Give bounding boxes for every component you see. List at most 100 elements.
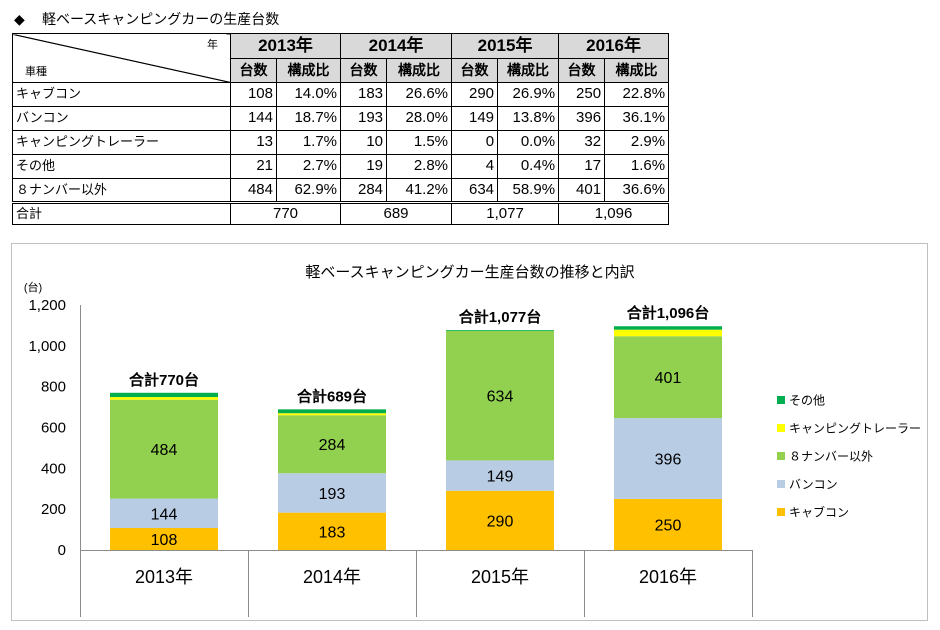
legend-label: キャンピングトレーラー	[789, 422, 921, 436]
table-heading-text: 軽ベースキャンピングカーの生産台数	[42, 11, 280, 27]
bar-segment-other	[278, 409, 386, 414]
share-2016: 36.6%	[604, 178, 670, 203]
bar-segment-other	[614, 326, 722, 330]
chart-layer: 軽ベースキャンピングカー生産台数の推移と内訳 (台) 0 200 400 600 800…	[11, 243, 928, 621]
units-2016: 17	[558, 154, 606, 179]
units-2013: 108	[230, 82, 277, 107]
share-2013: 1.7%	[275, 130, 342, 155]
corner-header-content: 年 車種	[14, 35, 230, 82]
sub-header-row: 台数 構成比 台数 構成比 台数 構成比 台数 構成比	[13, 58, 670, 83]
share-2015: 0.0%	[497, 130, 560, 155]
share-2016: 2.9%	[604, 130, 670, 155]
units-2016: 396	[558, 106, 606, 131]
y-tick-label: 400	[41, 460, 66, 477]
bar-segment-vancon	[614, 418, 722, 499]
legend-item-cabcon: キャブコン	[777, 505, 849, 520]
sub-header-share-2015: 構成比	[497, 58, 560, 83]
data-label-cabcon: 290	[487, 513, 514, 530]
share-2015: 0.4%	[497, 154, 560, 179]
legend-label: キャブコン	[789, 505, 849, 520]
data-label-non-8-number: 401	[655, 370, 682, 387]
bar-segment-non-8-number	[278, 415, 386, 474]
data-label-cabcon: 183	[319, 524, 346, 541]
data-label-non-8-number: 484	[151, 442, 178, 459]
category-label: 2014年	[303, 567, 361, 587]
category-label: 2013年	[135, 567, 193, 587]
axis-layer: 0 200 400 600 800 1,000 1,200	[28, 297, 753, 617]
legend-swatch-icon	[777, 508, 785, 516]
share-2015: 26.9%	[497, 82, 560, 107]
stacked-bar-chart: 軽ベースキャンピングカー生産台数の推移と内訳 (台) 0 200 400 600 800…	[11, 243, 928, 621]
bar-segment-non-8-number	[110, 399, 218, 499]
units-2015: 149	[451, 106, 499, 131]
total-label: 合計770台	[128, 371, 199, 389]
units-2014: 193	[340, 106, 388, 131]
bar-segment-camping-trailer	[278, 413, 386, 416]
total-label: 合計689台	[296, 387, 367, 405]
units-2014: 10	[340, 130, 388, 155]
legend-item-vancon: バンコン	[777, 478, 838, 492]
category-label: 2015年	[471, 567, 529, 587]
share-2016: 36.1%	[604, 106, 670, 131]
y-tick-label: 200	[41, 501, 66, 518]
units-2016: 250	[558, 82, 606, 107]
sub-header-share-2013: 構成比	[275, 58, 342, 83]
units-2015: 634	[451, 178, 499, 203]
share-2013: 2.7%	[275, 154, 342, 179]
share-2014: 41.2%	[386, 178, 453, 203]
y-tick-label: 800	[41, 379, 66, 396]
share-2014: 26.6%	[386, 82, 453, 107]
share-2014: 28.0%	[386, 106, 453, 131]
table-heading: ◆ 軽ベースキャンピングカーの生産台数	[14, 10, 279, 28]
row-label: ８ナンバー以外	[12, 178, 231, 203]
total-2016: 1,096	[558, 201, 670, 225]
share-2015: 58.9%	[497, 178, 560, 203]
data-label-cabcon: 250	[655, 517, 682, 534]
total-label: 合計1,077台	[458, 308, 542, 326]
table-row-other: その他 21 2.7% 19 2.8% 4 0.4% 17 1.6%	[12, 154, 670, 179]
bar-segment-cabcon	[110, 527, 218, 550]
row-label: バンコン	[12, 106, 231, 131]
sub-header-units-2015: 台数	[451, 58, 499, 83]
bar-segment-cabcon	[614, 498, 722, 550]
legend-label: バンコン	[789, 478, 838, 492]
legend-swatch-icon	[777, 424, 785, 432]
year-header-2013: 2013年	[229, 33, 342, 59]
row-label: キャブコン	[12, 82, 231, 107]
share-2014: 2.8%	[386, 154, 453, 179]
bar-segment-vancon	[278, 473, 386, 513]
units-2013: 484	[230, 178, 277, 203]
legend-swatch-icon	[777, 480, 785, 488]
data-label-vancon: 193	[319, 486, 346, 503]
units-2015: 290	[451, 82, 499, 107]
bar-segment-vancon	[446, 460, 554, 491]
year-header-2016: 2016年	[558, 33, 670, 59]
chart-title: 軽ベースキャンピングカー生産台数の推移と内訳	[305, 264, 634, 281]
production-table: 年 車種 2013年 2014年 2015年 2016年 台数 構成比 台数 構…	[12, 33, 670, 225]
sub-header-units-2016: 台数	[558, 58, 606, 83]
total-2013: 770	[229, 201, 342, 225]
total-2015: 1,077	[451, 201, 560, 225]
data-label-non-8-number: 284	[319, 437, 346, 454]
units-2015: 0	[451, 130, 499, 155]
share-2013: 18.7%	[275, 106, 342, 131]
units-2014: 183	[340, 82, 388, 107]
total-label: 合計1,096台	[626, 304, 710, 322]
table-row-vancon: バンコン 144 18.7% 193 28.0% 149 13.8% 396 3…	[12, 106, 670, 131]
y-tick-label: 1,200	[28, 297, 66, 314]
bar-segment-cabcon	[278, 512, 386, 550]
diamond-bullet-icon: ◆	[14, 11, 25, 27]
share-2015: 13.8%	[497, 106, 560, 131]
legend-item-camping-trailer: キャンピングトレーラー	[777, 422, 921, 436]
data-label-cabcon: 108	[151, 532, 178, 549]
labels-layer: 108 144 484 合計770台 2013年 183 193 284 合計689台 2014年…	[128, 304, 709, 587]
category-label: 2016年	[639, 567, 697, 587]
legend-item-other: その他	[777, 394, 825, 408]
units-2013: 144	[230, 106, 277, 131]
year-header-2014: 2014年	[340, 33, 453, 59]
share-2013: 14.0%	[275, 82, 342, 107]
units-2014: 284	[340, 178, 388, 203]
bar-segment-vancon	[110, 498, 218, 528]
table-total-row: 合計 770 689 1,077 1,096	[12, 201, 670, 225]
y-tick-label: 600	[41, 420, 66, 437]
